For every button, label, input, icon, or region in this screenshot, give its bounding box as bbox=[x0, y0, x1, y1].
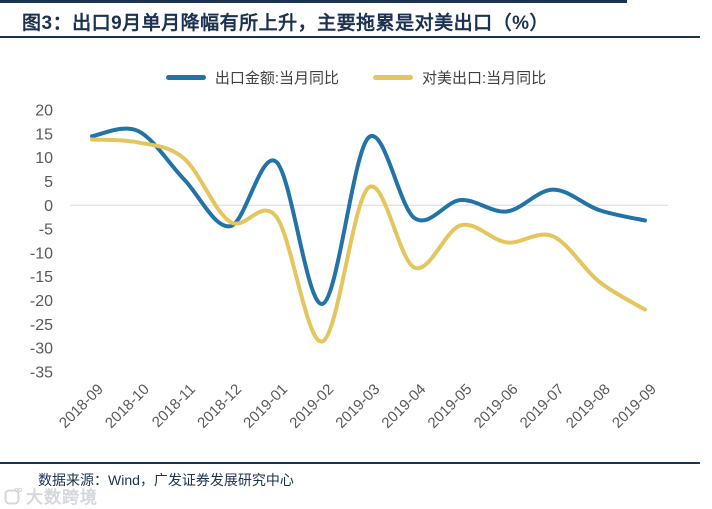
watermark-logo-icon bbox=[4, 487, 22, 504]
x-tick-label: 2019-06 bbox=[471, 381, 522, 432]
legend-item-export-total: 出口金额:当月同比 bbox=[165, 67, 339, 88]
x-tick-label: 2019-03 bbox=[332, 381, 383, 432]
series-line-1 bbox=[90, 137, 647, 344]
series-line-0 bbox=[90, 126, 647, 306]
y-tick-label: -30 bbox=[30, 341, 53, 358]
title-divider bbox=[0, 36, 700, 38]
x-tick-label: 2019-09 bbox=[609, 381, 660, 432]
x-tick-label: 2018-11 bbox=[149, 381, 199, 431]
legend-label: 对美出口:当月同比 bbox=[422, 70, 547, 87]
x-tick-label: 2019-02 bbox=[286, 381, 337, 432]
x-tick-label: 2019-05 bbox=[425, 381, 476, 432]
x-tick-label: 2019-07 bbox=[517, 381, 568, 432]
figure-title: 图3：出口9月单月降幅有所上升，主要拖累是对美出口（%） bbox=[22, 13, 550, 34]
y-tick-label: -35 bbox=[30, 365, 53, 382]
legend-line-swatch-blue bbox=[165, 75, 206, 80]
watermark: 大数跨境 bbox=[4, 483, 98, 508]
y-tick-label: 10 bbox=[35, 150, 53, 167]
y-tick-label: -5 bbox=[39, 222, 53, 239]
y-tick-label: -10 bbox=[30, 245, 53, 262]
x-tick-label: 2019-04 bbox=[378, 381, 429, 432]
y-tick-label: 5 bbox=[44, 174, 53, 191]
chart-legend: 出口金额:当月同比 对美出口:当月同比 bbox=[0, 67, 712, 88]
x-tick-label: 2019-01 bbox=[240, 381, 291, 432]
data-source-note: 数据来源：Wind，广发证券发展研究中心 bbox=[38, 472, 294, 488]
x-tick-label: 2018-12 bbox=[194, 381, 245, 432]
y-tick-label: 0 bbox=[44, 198, 53, 215]
y-tick-label: 20 bbox=[35, 103, 53, 120]
x-tick-label: 2018-10 bbox=[102, 381, 153, 432]
y-tick-label: 15 bbox=[35, 126, 53, 143]
watermark-text: 大数跨境 bbox=[26, 488, 98, 507]
y-tick-label: -20 bbox=[30, 293, 53, 310]
y-tick-label: -15 bbox=[30, 269, 53, 286]
line-chart-plot-area: 20151050-5-10-15-20-25-30-352018-092018-… bbox=[30, 103, 668, 432]
x-tick-label: 2019-08 bbox=[563, 381, 614, 432]
x-tick-label: 2018-09 bbox=[56, 381, 107, 432]
y-tick-label: -25 bbox=[30, 317, 53, 334]
legend-item-export-us: 对美出口:当月同比 bbox=[373, 67, 546, 88]
legend-label: 出口金额:当月同比 bbox=[214, 70, 339, 87]
footer-divider bbox=[0, 462, 700, 464]
legend-line-swatch-yellow bbox=[373, 75, 413, 80]
top-rule bbox=[0, 0, 627, 3]
